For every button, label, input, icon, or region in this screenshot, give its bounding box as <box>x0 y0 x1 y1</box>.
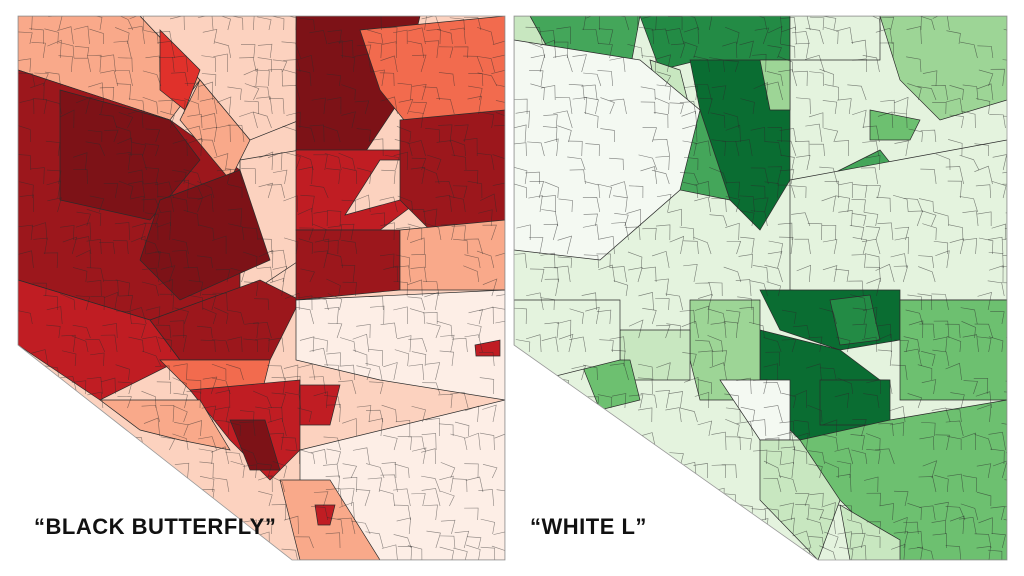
census-tract <box>819 379 891 426</box>
caption-white-l: “WHITE L” <box>530 514 647 539</box>
white-l-map <box>512 0 1024 576</box>
census-tract <box>295 229 401 301</box>
census-tract <box>149 279 301 361</box>
census-tract <box>879 16 1007 121</box>
choropleth-green <box>513 15 1008 561</box>
census-tract <box>899 299 1007 401</box>
census-tract <box>869 109 921 141</box>
census-tract <box>295 289 505 401</box>
caption-black-butterfly: “BLACK BUTTERFLY” <box>34 514 277 539</box>
census-tract <box>759 439 841 560</box>
census-tract <box>18 279 181 401</box>
census-tract <box>514 39 701 261</box>
census-tract <box>789 16 881 61</box>
census-tract <box>314 504 336 526</box>
black-butterfly-map <box>17 15 506 561</box>
census-tract <box>299 384 341 426</box>
census-tract <box>98 399 231 451</box>
census-tract <box>139 169 271 301</box>
census-tract <box>829 294 881 346</box>
census-tract <box>399 219 505 291</box>
choropleth-red <box>17 15 506 561</box>
census-tract <box>514 299 621 381</box>
